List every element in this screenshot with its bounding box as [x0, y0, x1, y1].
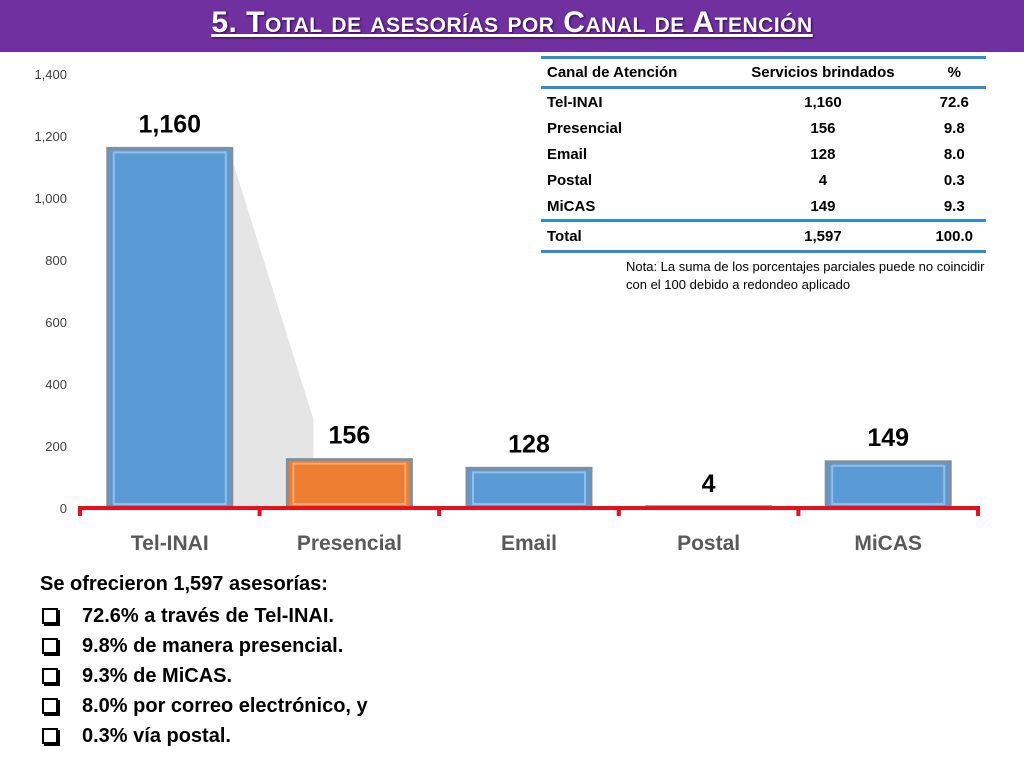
data-labels: 1,160 156 128 4 149 [139, 110, 910, 498]
table-cell-channel: Postal [547, 171, 593, 189]
table-header-channel: Canal de Atención [541, 56, 724, 89]
table-cell-services: 149 [810, 197, 836, 215]
checkbox-bullet-icon [42, 608, 58, 624]
bar-bevel [472, 471, 586, 506]
y-tick-label: 800 [45, 253, 67, 268]
table-cell-services: 1,160 [804, 93, 842, 111]
bar-bevel [292, 462, 407, 506]
bar-bevel [112, 151, 227, 506]
data-label: 4 [702, 470, 716, 498]
y-tick-label: 1,000 [34, 191, 67, 206]
summary-item: 8.0% por correo electrónico, y [40, 691, 740, 721]
table-header-percent: % [922, 56, 986, 89]
x-tick-label: MiCAS [854, 532, 922, 555]
summary-item-text: 9.8% de manera presencial. [82, 635, 344, 657]
summary-list: 72.6% a través de Tel-INAI. 9.8% de mane… [40, 601, 740, 751]
table-cell-services: 156 [810, 119, 836, 137]
table-total-services: 1,597 [723, 219, 923, 253]
table-cell-channel: Email [547, 145, 588, 163]
summary-item-text: 9.3% de MiCAS. [82, 665, 233, 687]
summary-item-text: 72.6% a través de Tel-INAI. [82, 605, 334, 627]
y-tick-label: 600 [45, 315, 67, 330]
summary-item: 0.3% vía postal. [40, 721, 740, 751]
table-cell-services: 4 [818, 171, 828, 189]
summary-item: 72.6% a través de Tel-INAI. [40, 601, 740, 631]
table-cell-percent: 72.6 [939, 93, 969, 111]
table-cell-channel: MiCAS [547, 197, 596, 215]
table-row: MiCAS 149 9.3 [541, 193, 986, 221]
bar [465, 466, 593, 510]
table-cell-channel: Tel-INAI [547, 93, 603, 111]
y-tick-label: 1,200 [34, 129, 67, 144]
x-tick-label: Presencial [297, 532, 402, 555]
table-header-row: Canal de Atención Servicios brindados % [541, 56, 986, 89]
x-tick-label: Email [501, 532, 557, 555]
checkbox-bullet-icon [42, 698, 58, 714]
bar [106, 146, 234, 510]
table-row: Email 128 8.0 [541, 141, 986, 167]
table-cell-channel: Presencial [547, 119, 623, 137]
bar-chart: 0 200 400 600 800 1,000 1,200 1,400 1,160 156 128… [34, 67, 980, 555]
bar-shadow [231, 158, 314, 508]
summary-block: Se ofrecieron 1,597 asesorías: 72.6% a t… [40, 570, 740, 751]
bar [285, 458, 413, 510]
y-tick-label: 400 [45, 377, 67, 392]
slide-title: 5. Total de asesorías por Canal de Atenc… [211, 6, 813, 39]
data-label: 128 [508, 430, 550, 458]
y-tick-label: 1,400 [34, 67, 67, 82]
data-label: 149 [867, 424, 909, 452]
table-cell-percent: 8.0 [943, 145, 965, 163]
bar-bevel [831, 464, 946, 505]
title-bar [0, 0, 1024, 52]
y-tick-label: 200 [45, 439, 67, 454]
table-total-label: Total [541, 219, 724, 253]
x-tick-label: Tel-INAI [131, 532, 209, 555]
checkbox-bullet-icon [42, 668, 58, 684]
table-header-services: Servicios brindados [723, 56, 923, 89]
table-row: Tel-INAI 1,160 72.6 [541, 88, 986, 116]
table-cell-percent: 9.8 [943, 119, 965, 137]
table-total-row: Total 1,597 100.0 [541, 219, 986, 253]
summary-item: 9.3% de MiCAS. [40, 661, 740, 691]
table-cell-percent: 0.3 [943, 171, 965, 189]
x-axis [78, 506, 980, 516]
x-tick-label: Postal [677, 532, 740, 555]
channel-table: Canal de Atención Servicios brindados % … [541, 56, 986, 253]
summary-item-text: 0.3% vía postal. [82, 725, 231, 747]
data-label: 156 [329, 422, 371, 450]
summary-heading: Se ofrecieron 1,597 asesorías: [40, 573, 328, 595]
bars [106, 146, 952, 510]
summary-item-text: 8.0% por correo electrónico, y [82, 695, 368, 717]
table-note: Nota: La suma de los porcentajes parcial… [626, 259, 985, 292]
table-total-percent: 100.0 [922, 219, 986, 253]
data-label: 1,160 [139, 110, 202, 138]
table-cell-percent: 9.3 [943, 197, 965, 215]
table-row: Postal 4 0.3 [541, 167, 986, 193]
table-cell-services: 128 [810, 145, 836, 163]
summary-item: 9.8% de manera presencial. [40, 631, 740, 661]
checkbox-bullet-icon [42, 728, 58, 744]
y-tick-label: 0 [60, 501, 67, 516]
x-axis-labels: Tel-INAI Presencial Email Postal MiCAS [131, 532, 922, 555]
checkbox-bullet-icon [42, 638, 58, 654]
table-row: Presencial 156 9.8 [541, 115, 986, 141]
y-axis-ticks: 0 200 400 600 800 1,000 1,200 1,400 [34, 67, 67, 516]
bar [824, 460, 952, 510]
